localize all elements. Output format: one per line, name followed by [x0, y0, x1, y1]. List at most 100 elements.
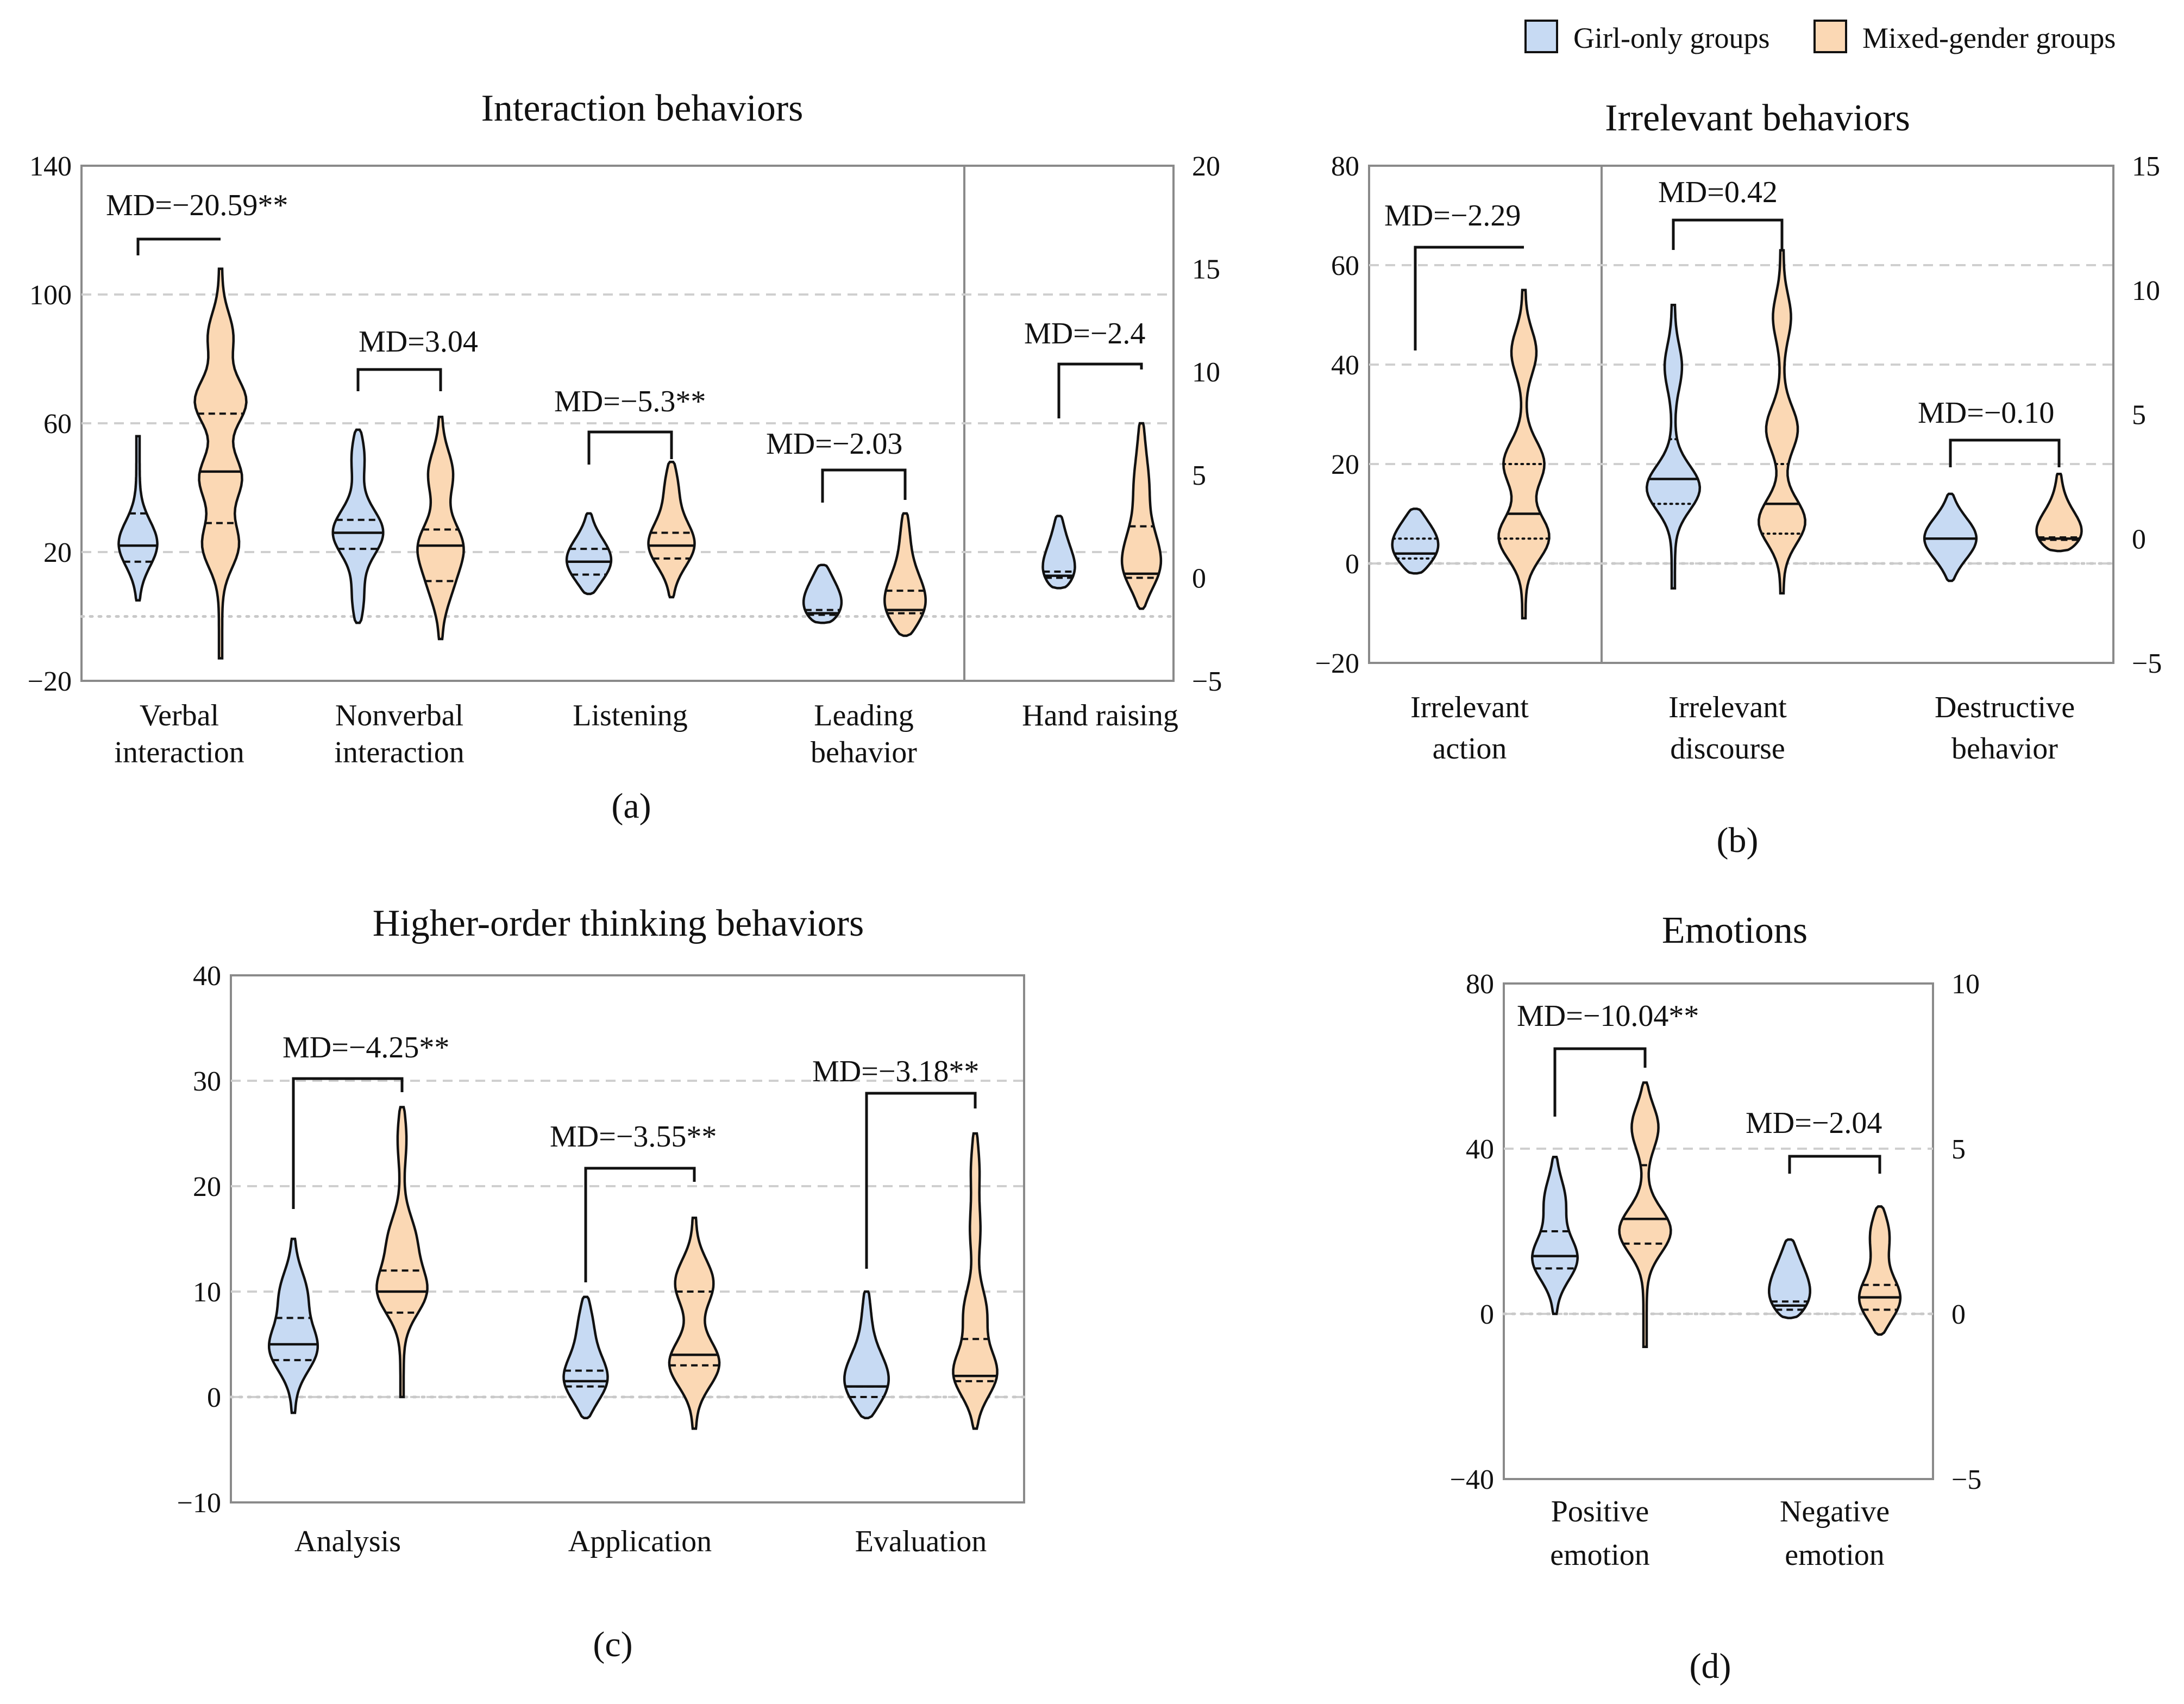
y-tick-left: −10 — [177, 1488, 221, 1519]
md-annotation: MD=−3.55** — [550, 1120, 717, 1154]
category-label: Application — [568, 1525, 712, 1558]
md-annotation: MD=0.42 — [1658, 176, 1778, 209]
category-label: Positive — [1551, 1495, 1649, 1528]
significance-bracket — [356, 368, 442, 391]
y-tick-left: 80 — [1331, 151, 1359, 182]
y-tick-right: 5 — [1192, 460, 1206, 491]
violin-girl — [843, 1290, 890, 1420]
md-annotation: MD=−2.29 — [1384, 199, 1521, 233]
category-label: Evaluation — [855, 1525, 987, 1558]
panel-c-ticks: −10 0 10 20 30 40 — [177, 961, 221, 1519]
violin-mixed — [883, 512, 927, 637]
violin-girl — [1645, 303, 1702, 590]
y-tick-right: 5 — [2132, 400, 2146, 431]
y-tick-left: 30 — [193, 1066, 221, 1097]
y-tick-right: −5 — [2132, 648, 2162, 679]
y-tick-left: 40 — [1331, 350, 1359, 381]
md-annotation: MD=−3.18** — [812, 1055, 979, 1088]
violin-mixed — [1497, 289, 1551, 619]
y-tick-left: 20 — [193, 1172, 221, 1202]
violin-girl — [1041, 515, 1076, 590]
category-label: Nonverbal — [335, 699, 463, 732]
panel-a-title: Interaction behaviors — [481, 87, 804, 129]
y-tick-left: 60 — [1331, 250, 1359, 281]
violin-mixed — [647, 460, 696, 599]
legend-swatch-girl — [1524, 20, 1558, 53]
y-tick-right: −5 — [1951, 1464, 1981, 1495]
panel-d-ticks: −40 0 40 80 −5 0 5 10 — [1450, 969, 1982, 1495]
y-tick-left: 140 — [29, 151, 72, 182]
panel-d-gridlines — [1502, 1148, 1935, 1315]
category-label: Leading — [814, 699, 913, 732]
panel-a-label: (a) — [611, 786, 651, 826]
y-tick-left: −20 — [28, 666, 72, 697]
violin-mixed — [375, 1106, 429, 1399]
y-tick-left: 40 — [193, 961, 221, 992]
panel-b-ticks: −20 0 20 40 60 80 −5 0 5 10 15 — [1315, 151, 2162, 679]
y-tick-left: −40 — [1450, 1464, 1494, 1495]
panel-d-title: Emotions — [1662, 910, 1808, 951]
panel-d: Emotions −40 0 40 80 −5 0 5 10 MD=−10.04** Posit… — [1450, 910, 1982, 1686]
legend-swatch-mixed — [1813, 20, 1847, 53]
violin-mixed — [952, 1132, 999, 1430]
md-annotation: MD=−4.25** — [283, 1031, 449, 1064]
panel-a: Interaction behaviors −20 20 60 100 140 −5 0 5 1… — [28, 87, 1222, 826]
category-label: behavior — [811, 736, 917, 769]
category-label: discourse — [1670, 732, 1785, 766]
panel-b-title: Irrelevant behaviors — [1605, 97, 1910, 139]
md-annotation: MD=−2.4 — [1024, 317, 1145, 350]
category-label: Negative — [1780, 1495, 1890, 1528]
significance-bracket — [136, 237, 221, 255]
category-label: Listening — [573, 699, 688, 732]
category-label: action — [1433, 732, 1507, 766]
y-tick-right: 0 — [2132, 524, 2146, 555]
y-tick-left: 0 — [1480, 1299, 1494, 1330]
y-tick-left: 100 — [29, 280, 72, 311]
category-label: interaction — [114, 736, 244, 769]
y-tick-right: 10 — [2132, 275, 2160, 306]
category-label: Analysis — [294, 1525, 401, 1558]
y-tick-left: 80 — [1466, 969, 1494, 1000]
violin-mixed — [1120, 422, 1163, 610]
panel-d-label: (d) — [1690, 1646, 1731, 1686]
violin-girl — [802, 563, 843, 624]
significance-bracket — [1788, 1155, 1881, 1174]
md-annotation: MD=−20.59** — [106, 189, 288, 222]
y-tick-left: 20 — [43, 537, 72, 568]
panel-d-plot-area — [1503, 982, 1934, 1480]
y-tick-right: 15 — [1192, 254, 1220, 285]
y-tick-right: 10 — [1951, 969, 1980, 1000]
violin-girl — [1530, 1155, 1579, 1315]
panel-c: Higher-order thinking behaviors −10 0 10 20… — [177, 903, 1026, 1664]
violin-girl — [117, 435, 159, 602]
md-annotation: MD=−2.03 — [766, 427, 902, 461]
panel-a-gridlines — [80, 293, 1175, 618]
legend-label-mixed: Mixed-gender groups — [1862, 22, 2116, 54]
panel-d-violins: MD=−10.04** Positive emotion MD=−2.04 Negati… — [1517, 999, 1902, 1572]
category-label: emotion — [1785, 1538, 1885, 1572]
panel-c-violins: MD=−4.25** Analysis MD=−3.55** Application M… — [267, 1031, 999, 1558]
y-tick-left: 0 — [1345, 549, 1359, 580]
md-annotation: MD=−10.04** — [1517, 999, 1699, 1033]
category-label: Verbal — [140, 699, 219, 732]
violin-mixed — [2035, 473, 2083, 553]
violin-girl — [565, 512, 613, 596]
md-annotation: MD=−5.3** — [554, 385, 706, 418]
md-annotation: MD=−0.10 — [1918, 396, 2054, 430]
y-tick-right: 5 — [1951, 1134, 1966, 1165]
significance-bracket — [1553, 1047, 1647, 1117]
y-tick-right: 10 — [1192, 357, 1220, 388]
md-annotation: MD=−2.04 — [1746, 1106, 1882, 1140]
significance-bracket — [292, 1077, 404, 1209]
y-tick-right: 15 — [2132, 151, 2160, 182]
y-tick-left: −20 — [1315, 648, 1359, 679]
y-tick-left: 40 — [1466, 1134, 1494, 1165]
panel-b-gridlines — [1367, 264, 2115, 565]
violin-girl — [1391, 508, 1440, 575]
panel-a-violins: MD=−20.59** Verbal interaction MD=3.04 Nonve… — [106, 189, 1178, 769]
panel-b-label: (b) — [1717, 820, 1759, 860]
y-tick-right: 0 — [1192, 563, 1206, 594]
violin-mixed — [1758, 249, 1806, 595]
violin-girl — [331, 428, 385, 624]
